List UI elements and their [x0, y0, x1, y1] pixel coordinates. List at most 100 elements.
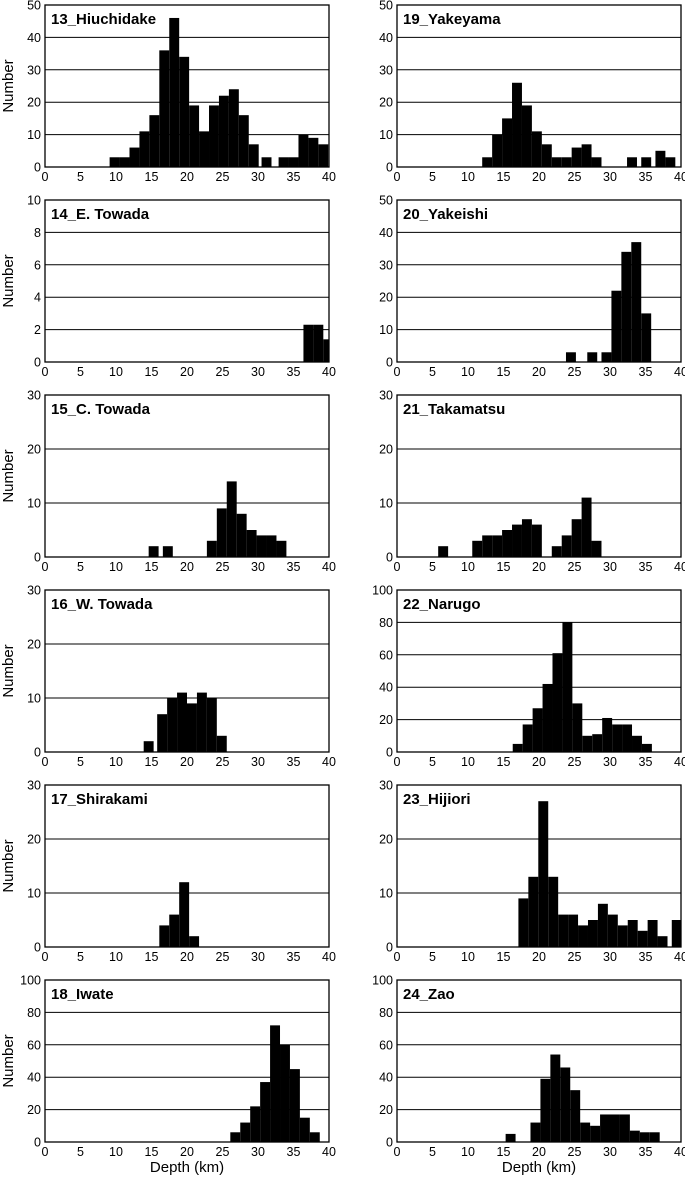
histogram-bar [565, 352, 576, 362]
histogram-bar [587, 352, 598, 362]
histogram-bar [531, 131, 542, 167]
histogram-bar [562, 622, 573, 752]
x-tick-label: 0 [42, 170, 49, 184]
histogram-panel: 16_W. Towada 0 10 20 30 0 5 10 15 20 25 30 35 40 Numbe… [0, 584, 336, 770]
plot-frame [396, 394, 682, 558]
x-tick-label: 10 [109, 365, 123, 379]
x-tick-label: 0 [42, 950, 49, 964]
x-tick-label: 5 [77, 365, 84, 379]
y-tick-label: 10 [379, 497, 393, 511]
histogram-panel: 22_Narugo 0 20 40 60 80 100 0 5 10 15 20 25 30 35 40 [372, 584, 685, 770]
histogram-bar [308, 137, 319, 167]
x-tick-label: 40 [674, 950, 685, 964]
y-tick-label: 60 [379, 648, 393, 662]
x-tick-label: 40 [322, 560, 336, 574]
histogram-panel: 23_Hijiori 0 10 20 30 0 5 10 15 20 25 30 35 40 [379, 779, 685, 965]
histogram-bar [639, 1132, 650, 1142]
x-tick-label: 30 [251, 1145, 265, 1159]
histogram-bar [323, 339, 329, 362]
histogram-bar [278, 157, 289, 167]
plot-frame [396, 589, 682, 753]
histogram-bar [276, 540, 287, 557]
y-tick-label: 100 [372, 584, 393, 598]
histogram-bar [157, 714, 168, 752]
histogram-bar [149, 115, 160, 167]
histogram-bar [218, 95, 229, 167]
x-axis-label: Depth (km) [502, 1159, 576, 1176]
histogram-bar [318, 144, 329, 167]
x-tick-label: 5 [77, 170, 84, 184]
y-tick-label: 10 [379, 323, 393, 337]
x-tick-label: 30 [251, 365, 265, 379]
y-tick-label: 30 [27, 584, 41, 598]
y-tick-label: 20 [27, 833, 41, 847]
x-tick-label: 10 [461, 365, 475, 379]
y-tick-label: 2 [34, 323, 41, 337]
x-tick-label: 15 [497, 950, 511, 964]
histogram-bar [196, 692, 207, 752]
histogram-bar [657, 936, 668, 947]
x-tick-label: 20 [532, 755, 546, 769]
y-tick-label: 40 [379, 681, 393, 695]
histogram-bar [482, 157, 493, 167]
x-tick-label: 15 [497, 560, 511, 574]
panel-title: 17_Shirakami [51, 791, 148, 808]
histogram-bar [216, 735, 227, 752]
histogram-bar [581, 144, 592, 167]
y-tick-label: 30 [379, 779, 393, 793]
histogram-bar [627, 157, 637, 167]
histogram-bar [260, 1082, 271, 1142]
x-tick-label: 10 [109, 560, 123, 574]
histogram-bar [206, 540, 217, 557]
y-tick-label: 80 [379, 616, 393, 630]
histogram-bar [592, 734, 603, 752]
panel-title: 19_Yakeyama [403, 11, 501, 28]
histogram-bar [512, 82, 522, 167]
x-tick-label: 35 [287, 560, 301, 574]
y-tick-label: 0 [386, 551, 393, 565]
y-tick-label: 30 [379, 258, 393, 272]
x-tick-label: 30 [603, 365, 617, 379]
x-tick-label: 5 [77, 1145, 84, 1159]
y-tick-label: 4 [34, 291, 41, 305]
y-tick-label: 0 [386, 161, 393, 175]
histogram-bar [647, 920, 658, 947]
histogram-bar [270, 1025, 281, 1142]
x-tick-label: 35 [287, 365, 301, 379]
x-tick-label: 30 [251, 170, 265, 184]
histogram-bar [580, 1122, 591, 1142]
x-tick-label: 0 [394, 170, 401, 184]
x-tick-label: 10 [109, 950, 123, 964]
y-tick-label: 80 [27, 1006, 41, 1020]
histogram-bar [289, 1069, 300, 1142]
x-tick-label: 35 [639, 170, 653, 184]
y-tick-label: 6 [34, 258, 41, 272]
histogram-bar [250, 1106, 261, 1142]
histogram-bar [189, 936, 200, 947]
panel-title: 24_Zao [403, 986, 455, 1003]
histogram-bar [148, 546, 159, 557]
x-tick-label: 40 [674, 170, 685, 184]
y-tick-label: 20 [379, 291, 393, 305]
histogram-bar [665, 157, 676, 167]
x-tick-label: 5 [429, 755, 436, 769]
x-tick-label: 20 [532, 365, 546, 379]
y-tick-label: 10 [27, 497, 41, 511]
x-tick-label: 25 [568, 560, 582, 574]
plot-frame [396, 4, 682, 168]
y-tick-label: 20 [27, 443, 41, 457]
x-tick-label: 35 [287, 950, 301, 964]
histogram-bar [548, 876, 559, 947]
y-tick-label: 20 [27, 638, 41, 652]
panel-title: 21_Takamatsu [403, 401, 505, 418]
histogram-bar [492, 535, 503, 557]
panel-title: 23_Hijiori [403, 791, 471, 808]
y-axis-label: Number [0, 839, 17, 892]
histogram-bar [632, 735, 642, 752]
histogram-bar [438, 546, 449, 557]
histogram-bar [568, 914, 579, 947]
y-tick-label: 20 [27, 1103, 41, 1117]
y-tick-label: 0 [34, 941, 41, 955]
histogram-bar [600, 1114, 610, 1142]
x-tick-label: 10 [461, 560, 475, 574]
